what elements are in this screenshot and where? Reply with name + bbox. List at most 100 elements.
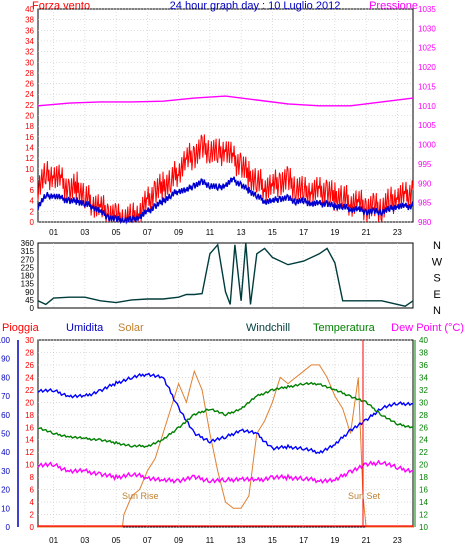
rain-tick-label: 10 [25,461,34,470]
rain-tick-label: 6 [30,486,35,495]
x-tick-label: 01 [49,536,58,545]
humidity-tick-label: 80 [1,373,10,382]
y-tick-label: 22 [25,101,34,110]
rain-tick-label: 14 [25,436,34,445]
temp-tick-label: 40 [419,336,428,345]
temp-tick-label: 28 [419,411,428,420]
temp-tick-label: 24 [419,436,428,445]
x-tick-label: 19 [330,536,339,545]
y-tick-label: 270 [21,255,35,264]
y-tick-label: 10 [25,165,34,174]
x-tick-label: 15 [268,228,277,237]
x-tick-label: 07 [143,228,152,237]
rain-tick-label: 24 [25,373,34,382]
y-tick-label: 16 [25,133,34,142]
rain-tick-label: 2 [30,511,35,520]
y-tick-label: 0 [30,304,35,313]
y-tick-label: 995 [418,160,432,169]
x-tick-label: 15 [268,536,277,545]
x-tick-label: 07 [143,536,152,545]
rain-tick-label: 16 [25,423,34,432]
y-tick-label: 8 [30,175,35,184]
humidity-tick-label: 30 [1,467,10,476]
x-tick-label: 05 [112,228,121,237]
humidity-label: Umidita [66,322,104,334]
temp-tick-label: 32 [419,386,428,395]
x-tick-label: 09 [174,228,183,237]
chart-title: 24 hour graph day : 10 Luglio 2012 [170,0,341,12]
x-tick-label: 13 [237,228,246,237]
temp-tick-label: 34 [419,373,428,382]
y-tick-label: 225 [21,263,35,272]
y-tick-label: 32 [25,48,34,57]
compass-label: W [432,256,443,268]
y-tick-label: 1005 [418,121,436,130]
y-tick-label: 24 [25,90,34,99]
x-tick-label: 17 [299,536,308,545]
x-tick-label: 23 [393,536,402,545]
y-tick-label: 135 [21,280,35,289]
temp-tick-label: 16 [419,486,428,495]
rain-tick-label: 18 [25,411,34,420]
humidity-tick-label: 10 [1,504,10,513]
x-tick-label: 21 [362,228,371,237]
wind-average-series [37,176,414,225]
compass-label: N [433,305,441,317]
y-tick-label: 28 [25,69,34,78]
temperature-label: Temperatura [313,322,376,334]
dewpoint-series [37,459,414,484]
y-tick-label: 1035 [418,5,436,14]
solar-series [38,364,413,528]
dewpoint-label: Dew Point (°C) [391,322,464,334]
y-tick-label: 1010 [418,102,436,111]
temp-tick-label: 20 [419,461,428,470]
humidity-tick-label: 40 [1,448,10,457]
rain-tick-label: 4 [30,498,35,507]
pressure-series [37,95,414,107]
y-tick-label: 2 [30,207,35,216]
x-tick-label: 01 [49,228,58,237]
y-tick-label: 18 [25,122,34,131]
y-tick-label: 20 [25,112,34,121]
y-tick-label: 1025 [418,44,436,53]
y-tick-label: 0 [30,218,35,227]
temp-tick-label: 22 [419,448,428,457]
y-tick-label: 985 [418,199,432,208]
y-tick-label: 4 [30,197,35,206]
solar-label: Solar [118,322,144,334]
temp-tick-label: 14 [419,498,428,507]
x-tick-label: 13 [237,536,246,545]
windchill-label: Windchill [246,322,290,334]
y-tick-label: 45 [25,296,34,305]
wind-speed-label: Forza vento [32,0,90,12]
x-tick-label: 03 [80,228,89,237]
y-tick-label: 40 [25,5,34,14]
x-tick-label: 11 [206,536,215,545]
humidity-tick-label: 60 [1,411,10,420]
temp-tick-label: 36 [419,361,428,370]
humidity-tick-label: 90 [1,355,10,364]
temp-tick-label: 26 [419,423,428,432]
y-tick-label: 1020 [418,63,436,72]
humidity-tick-label: 50 [1,430,10,439]
y-tick-label: 315 [21,247,35,256]
rain-label: Pioggia [2,322,40,334]
temperature-panel [37,339,414,528]
temp-tick-label: 38 [419,348,428,357]
y-tick-label: 1000 [418,141,436,150]
rain-tick-label: 0 [30,523,35,532]
compass-label: E [433,289,440,301]
y-tick-label: 6 [30,186,35,195]
rain-tick-label: 12 [25,448,34,457]
compass-label: S [433,273,440,285]
temp-tick-label: 12 [419,511,428,520]
x-tick-label: 21 [362,536,371,545]
rain-tick-label: 26 [25,361,34,370]
y-tick-label: 38 [25,16,34,25]
pressure-label: Pressione [369,0,418,12]
y-tick-label: 990 [418,179,432,188]
rain-tick-label: 30 [25,336,34,345]
temperature-series [37,381,414,449]
humidity-tick-label: 20 [1,486,10,495]
